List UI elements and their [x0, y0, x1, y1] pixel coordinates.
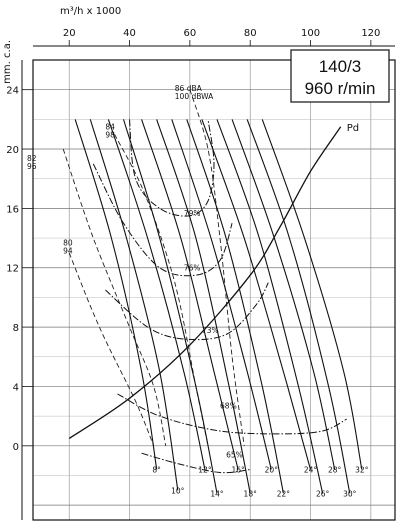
efficiency-curve: [141, 452, 251, 474]
y-tick-label: 24: [6, 86, 19, 97]
efficiency-label: 73%: [202, 326, 219, 335]
blade-angle-curve: [107, 119, 206, 470]
blade-angle-curve: [122, 119, 218, 494]
chart-title: 140/3: [319, 57, 362, 76]
noise-label: 80: [63, 238, 73, 247]
blade-angle-curve: [89, 119, 179, 491]
blade-angle-curve: [246, 119, 351, 494]
y-tick-label: 16: [6, 204, 19, 215]
noise-label: 82: [27, 154, 37, 163]
y-tick-label: 12: [6, 264, 19, 275]
y-tick-label: 8: [13, 323, 19, 334]
blade-angle-curve: [171, 119, 272, 470]
noise-curve: [114, 133, 209, 446]
noise-curve: [68, 252, 155, 446]
noise-label: 100 dBWA: [175, 92, 214, 101]
blade-angle-curve: [74, 119, 158, 470]
x-tick-label: 40: [123, 28, 136, 39]
efficiency-curve: [105, 282, 269, 341]
x-tick-label: 60: [183, 28, 196, 39]
noise-curve: [62, 148, 167, 446]
blade-angle-label: 30°: [343, 489, 357, 498]
noise-label: 94: [63, 246, 73, 255]
blade-angle-label: 14°: [210, 489, 224, 498]
plot-area-frame: [32, 59, 396, 521]
blade-angle-curve: [201, 119, 312, 470]
chart-subtitle: 960 r/min: [305, 79, 376, 98]
x-tick-label: 20: [63, 28, 76, 39]
blade-angle-label: 22°: [277, 489, 291, 498]
blade-angle-label: 20°: [265, 466, 279, 475]
noise-label: 84: [105, 123, 115, 132]
blade-angle-curve: [141, 119, 239, 470]
pd-curve: [68, 126, 342, 439]
efficiency-label: 76%: [184, 264, 201, 273]
efficiency-curve: [92, 163, 233, 277]
x-tick-labels: 20 40 60 80 100 120: [33, 28, 395, 47]
blade-angle-curves: 8° 10° 12° 14° 16° 18° 20° 22° 24° 26° 28° 30° 32°: [74, 119, 369, 498]
blade-angle-label: 16°: [231, 466, 245, 475]
x-axis-label: m³/h x 1000: [60, 6, 121, 17]
efficiency-label: 68%: [220, 402, 237, 411]
x-tick-label: 120: [361, 28, 380, 39]
noise-label: 86 dBA: [175, 84, 203, 93]
blade-angle-label: 12°: [198, 466, 212, 475]
pd-label: Pd: [347, 123, 359, 134]
title-box-frame: [290, 49, 390, 103]
blade-angle-curve: [186, 119, 284, 494]
y-tick-label: 4: [13, 382, 19, 393]
y-tick-label: 20: [6, 145, 19, 156]
noise-label: 98: [105, 131, 115, 140]
blade-angle-label: 32°: [355, 466, 369, 475]
blade-angle-curve: [261, 119, 363, 470]
blade-angle-curve: [231, 119, 336, 470]
efficiency-label: 79%: [184, 209, 201, 218]
noise-label: 96: [27, 162, 37, 171]
blade-angle-label: 28°: [328, 466, 342, 475]
efficiency-curve: [117, 393, 347, 435]
x-tick-label: 100: [301, 28, 320, 39]
y-axis-label: mm. c.a.: [2, 40, 13, 84]
blade-angle-label: 10°: [171, 486, 185, 495]
blade-angle-label: 24°: [304, 466, 318, 475]
noise-curve: [189, 89, 245, 446]
blade-angle-curve: [156, 119, 251, 494]
pd-curve-layer: Pd: [68, 123, 359, 439]
title-box: 140/3 960 r/min: [290, 49, 390, 103]
y-tick-labels: 0 4 8 12 16 20 24: [6, 60, 33, 520]
blade-angle-label: 18°: [244, 489, 258, 498]
blade-angle-label: 26°: [316, 489, 330, 498]
blade-angle-label: 8°: [152, 466, 161, 475]
blade-angle-curve: [216, 119, 324, 494]
y-tick-label: 0: [13, 442, 19, 453]
x-tick-label: 80: [244, 28, 257, 39]
